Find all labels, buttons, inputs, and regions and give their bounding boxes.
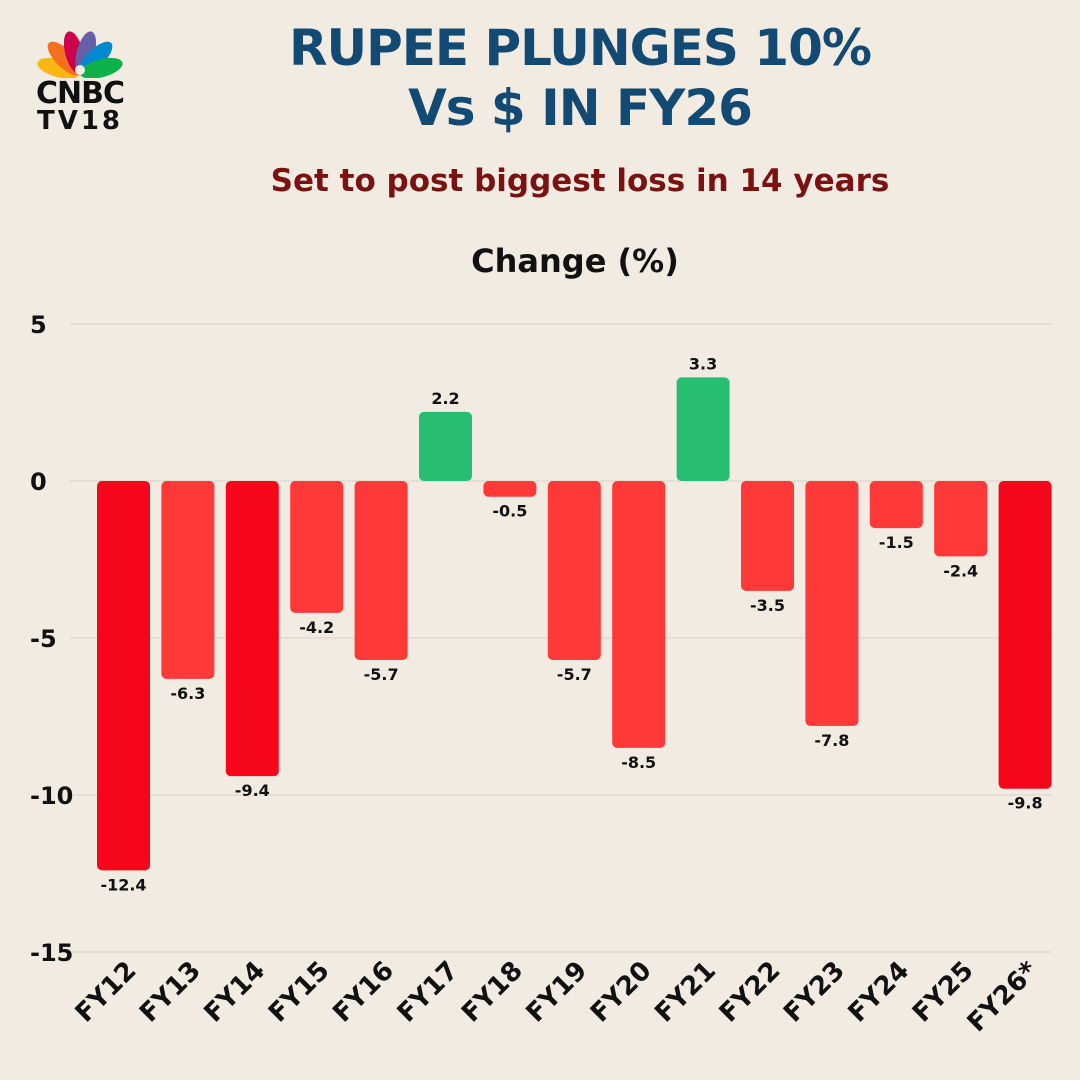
x-tick-label: FY23 [778,956,851,1029]
x-tick-label: FY26* [962,955,1045,1038]
y-tick-label: 0 [30,468,47,496]
data-label: -1.5 [879,533,914,552]
bar-fy16 [354,481,408,660]
data-label: -3.5 [750,596,785,615]
headline-line-2: Vs $ IN FY26 [408,79,753,137]
bar-fy21 [676,377,730,481]
data-label: -4.2 [299,618,334,637]
data-label: -5.7 [557,665,592,684]
bar-fy22 [741,481,794,591]
bar-fy14 [225,481,279,777]
y-tick-label: 5 [30,311,47,339]
data-label: -2.4 [943,561,978,580]
x-tick-label: FY21 [649,956,722,1029]
bar-fy19 [547,481,601,660]
x-tick-label: FY12 [70,956,143,1029]
chart-title: Change (%) [471,242,679,280]
bar-fy15 [290,481,344,613]
logo-text-tv18: TV18 [36,106,124,136]
x-tick-label: FY17 [392,956,465,1029]
x-tick-label: FY13 [134,956,207,1029]
bar-fy12 [97,481,150,871]
bar-fy20 [612,481,666,748]
logo-text-cnbc: CNBC [35,76,125,111]
bar-fy18 [483,481,537,497]
bar-fy25 [934,481,988,557]
x-tick-label: FY15 [263,956,336,1029]
bar-fy13 [161,481,215,679]
x-tick-label: FY18 [456,956,529,1029]
bar-fy26 [998,481,1052,789]
data-label: -6.3 [170,684,205,703]
data-label: -8.5 [621,753,656,772]
data-label: 2.2 [431,389,459,408]
y-tick-label: -10 [30,782,73,810]
peacock-icon [37,31,123,78]
bar-fy17 [419,411,472,481]
data-label: -12.4 [100,875,146,894]
bar-fy23 [805,481,859,726]
x-tick-label: FY20 [585,956,658,1029]
y-tick-label: -5 [30,625,57,653]
x-tick-label: FY22 [714,956,787,1029]
data-label: -7.8 [814,731,849,750]
x-tick-label: FY24 [843,956,916,1029]
x-tick-label: FY19 [521,956,594,1029]
subtitle: Set to post biggest loss in 14 years [270,163,890,199]
data-label: -0.5 [492,502,527,521]
data-label: 3.3 [689,354,717,373]
data-label: -5.7 [364,665,399,684]
y-tick-label: -15 [30,939,73,967]
headline: RUPEE PLUNGES 10% Vs $ IN FY26 [160,18,1000,138]
data-label: -9.4 [235,781,270,800]
bar-fy24 [869,481,923,529]
cnbc-tv18-logo: CNBC TV18 [22,16,138,136]
headline-line-1: RUPEE PLUNGES 10% [289,19,872,77]
x-tick-label: FY14 [199,956,272,1029]
data-label: -9.8 [1008,794,1043,813]
x-tick-label: FY16 [327,956,400,1029]
